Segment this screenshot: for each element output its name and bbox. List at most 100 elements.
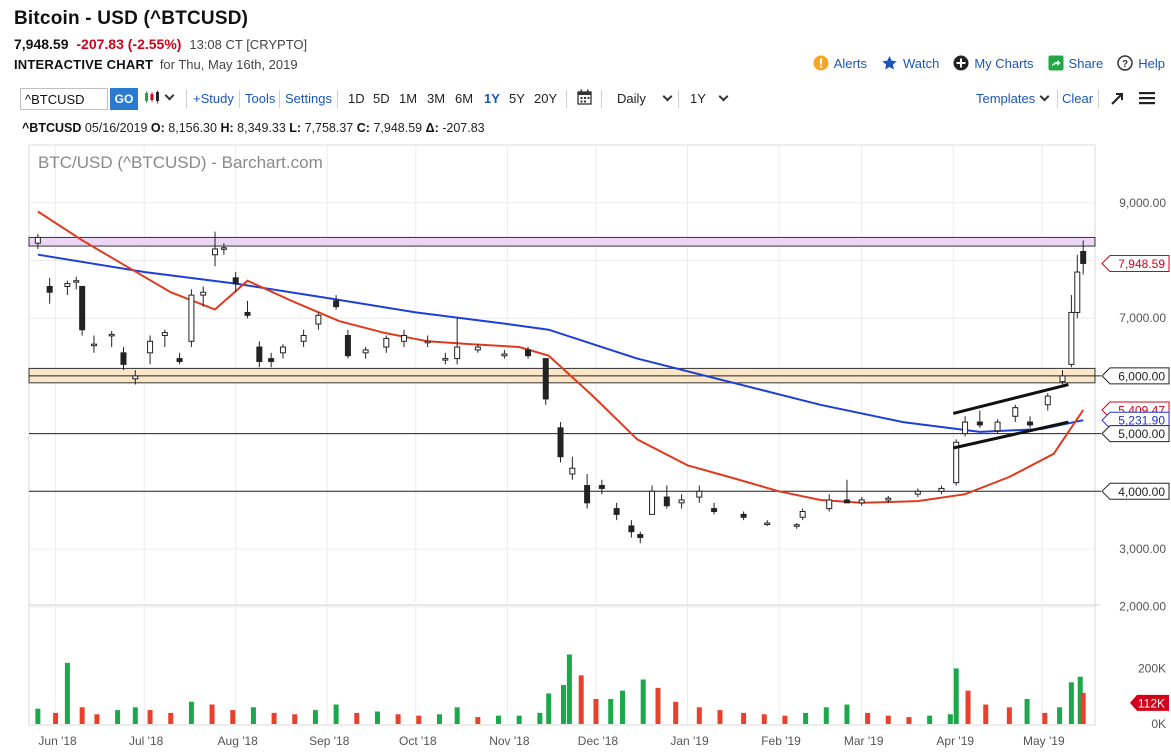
go-button[interactable]: GO: [110, 88, 138, 110]
clear-button[interactable]: Clear: [1062, 91, 1094, 106]
volume-bar: [696, 707, 702, 724]
x-axis-label: Nov '18: [489, 734, 530, 748]
candle-body: [220, 247, 227, 250]
volume-axis-tag-label: 112K: [1138, 696, 1165, 710]
candle: [696, 485, 703, 503]
candle: [315, 312, 322, 330]
toolbar-divider: [601, 90, 602, 108]
chart-type-selector[interactable]: [144, 90, 175, 104]
candle: [401, 329, 408, 348]
page-title: Bitcoin - USD (^BTCUSD): [14, 8, 249, 29]
period-1d[interactable]: 1D: [348, 91, 365, 106]
toolbar-divider: [566, 90, 567, 108]
settings-button[interactable]: Settings: [285, 91, 332, 106]
volume-bar: [333, 704, 339, 724]
price-axis-tag: 4,000.00: [1101, 482, 1170, 500]
volume-bar: [906, 717, 912, 724]
volume-bar: [741, 712, 747, 724]
chevron-down-icon: [164, 90, 175, 100]
toolbar-divider: [1057, 90, 1058, 108]
period-20y[interactable]: 20Y: [534, 91, 558, 106]
share-button[interactable]: Share: [1048, 55, 1103, 71]
menu-icon[interactable]: [1139, 91, 1155, 105]
tools-button[interactable]: Tools: [245, 91, 276, 106]
price-tick-label: 2,000.00: [1119, 600, 1166, 614]
candle: [649, 485, 656, 515]
volume-bar: [64, 662, 70, 724]
price-chart[interactable]: 9,000.00 7,000.00 3,000.00 2,000.00 7,948.59…: [0, 140, 1171, 752]
volume-bar: [475, 717, 481, 724]
candle-body: [711, 508, 718, 512]
help-button[interactable]: ? Help: [1117, 55, 1165, 71]
price-tick-label: 3,000.00: [1119, 542, 1166, 556]
candle-body: [914, 490, 921, 495]
candle: [200, 286, 207, 307]
volume-bar: [94, 714, 100, 724]
templates-dropdown[interactable]: Templates: [976, 91, 1050, 106]
ohlc-delta: -207.83: [442, 121, 485, 135]
star-icon: [882, 56, 897, 70]
candle: [279, 344, 286, 359]
volume-bar: [374, 711, 380, 724]
expand-icon[interactable]: [1110, 92, 1124, 106]
calendar-icon[interactable]: [577, 89, 592, 105]
period-5y[interactable]: 5Y: [509, 91, 525, 106]
period-6m[interactable]: 6M: [455, 91, 474, 106]
candle-body: [826, 499, 833, 510]
study-button[interactable]: +Study: [193, 91, 234, 106]
interval-dropdown[interactable]: Daily: [617, 91, 673, 106]
channel-lower-line: [952, 420, 1069, 450]
candle: [843, 479, 850, 504]
candle: [598, 479, 605, 495]
volume-bar: [640, 679, 646, 724]
candle-body: [279, 346, 286, 354]
volume-bar: [947, 714, 953, 724]
toolbar-divider: [239, 90, 240, 108]
candle: [740, 511, 747, 521]
candle: [256, 341, 263, 368]
toolbar-divider: [678, 90, 679, 108]
period-1y[interactable]: 1Y: [484, 91, 500, 106]
ohlc-close: 7,948.59: [373, 121, 423, 135]
range-dropdown[interactable]: 1Y: [690, 91, 729, 106]
x-axis-label: Mar '19: [844, 734, 884, 748]
candle: [557, 422, 564, 463]
alerts-button[interactable]: Alerts: [813, 55, 867, 71]
period-3m[interactable]: 3M: [427, 91, 446, 106]
candle: [637, 531, 644, 544]
interval-label: Daily: [617, 91, 646, 106]
candle: [161, 329, 168, 348]
chart-title: BTC/USD (^BTCUSD) - Barchart.com: [38, 153, 323, 172]
symbol-input[interactable]: [20, 88, 108, 110]
candle-body: [132, 375, 139, 380]
x-axis-label: Feb '19: [761, 734, 801, 748]
candle-body: [64, 283, 71, 287]
period-1m[interactable]: 1M: [399, 91, 418, 106]
interactive-chart-label: INTERACTIVE CHART: [14, 57, 154, 72]
candle: [799, 508, 806, 521]
x-axis-label: Dec '18: [578, 734, 619, 748]
chart-toolbar: GO +Study Tools Settings 1D 5D 1M 3M 6M …: [0, 84, 1171, 114]
volume-bar: [1077, 676, 1083, 724]
watch-button[interactable]: Watch: [881, 55, 939, 71]
quote-time: 13:08 CT [CRYPTO]: [189, 37, 308, 52]
chart-area[interactable]: 9,000.00 7,000.00 3,000.00 2,000.00 7,948.59…: [0, 140, 1171, 752]
period-5d[interactable]: 5D: [373, 91, 390, 106]
svg-text:?: ?: [1122, 59, 1128, 70]
volume-bar: [983, 704, 989, 724]
volume-bar: [292, 714, 298, 724]
x-axis-label: Jan '19: [670, 734, 709, 748]
candle-body: [799, 510, 806, 518]
volume-bar: [717, 710, 723, 724]
candle-body: [1059, 375, 1066, 383]
candle: [1012, 404, 1019, 423]
candle-body: [843, 499, 850, 504]
candle: [132, 370, 139, 385]
volume-bar: [953, 668, 959, 724]
candle-body: [569, 467, 576, 475]
volume-bar: [761, 714, 767, 724]
volume-bar: [1024, 698, 1030, 724]
my-charts-button[interactable]: My Charts: [953, 55, 1034, 71]
x-axis-label: Jul '18: [129, 734, 164, 748]
ohlc-readout: ^BTCUSD 05/16/2019 O: 8,156.30 H: 8,349.…: [22, 121, 485, 135]
